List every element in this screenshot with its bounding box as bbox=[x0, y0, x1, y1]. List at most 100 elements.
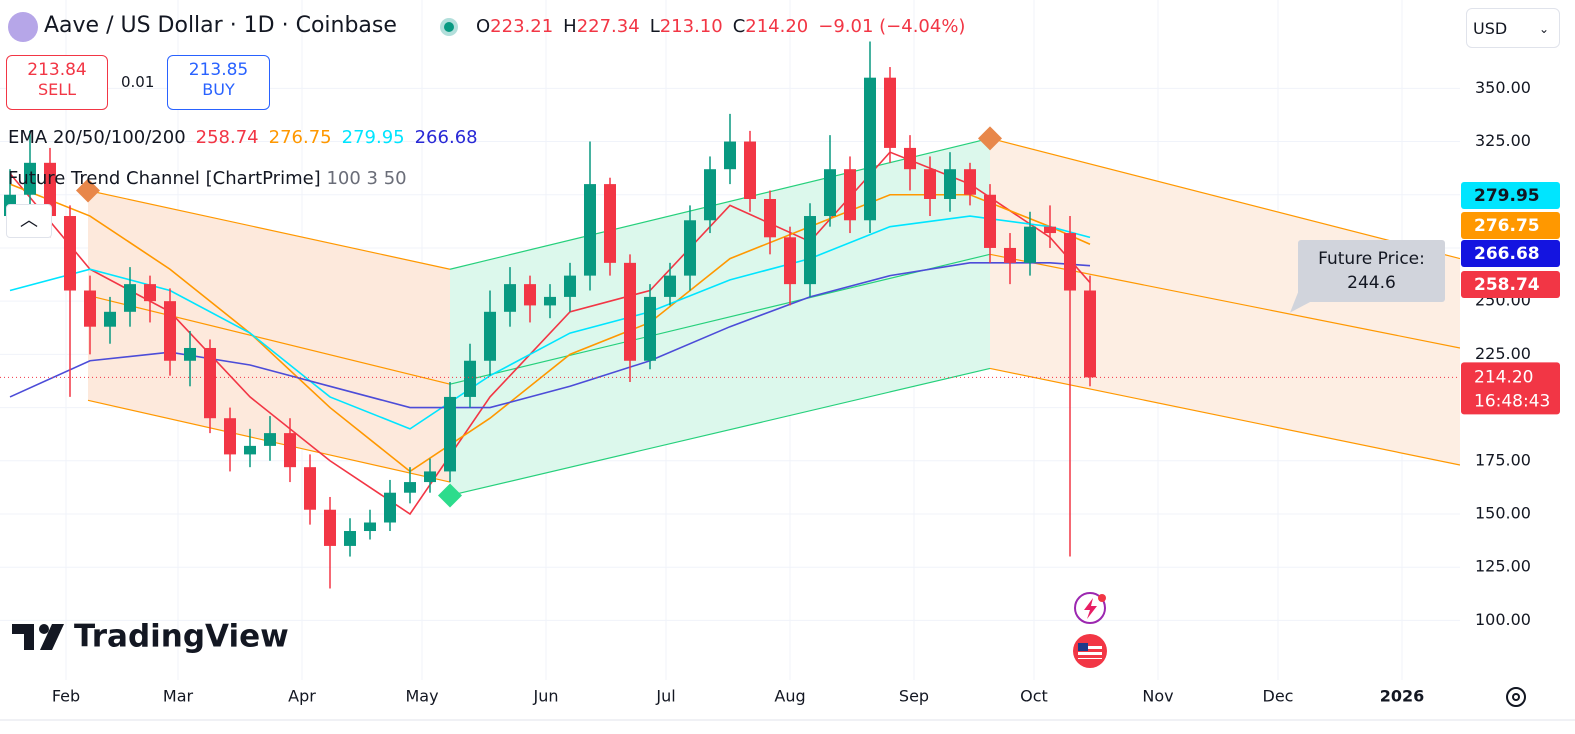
ema-line bbox=[9, 262, 1091, 409]
collapse-button[interactable]: ︿ bbox=[6, 204, 52, 238]
currency-select[interactable]: USD ⌄ bbox=[1466, 8, 1560, 48]
ema-name: EMA 20/50/100/200 bbox=[8, 127, 186, 148]
price-tag-label: 214.20 bbox=[1474, 367, 1533, 387]
candle-body bbox=[844, 169, 856, 221]
candle-body bbox=[604, 184, 616, 263]
y-tick-label: 350.00 bbox=[1475, 78, 1531, 97]
logo-mark bbox=[12, 624, 64, 650]
event-bolt bbox=[1084, 598, 1097, 619]
ohlc-key: O bbox=[476, 16, 491, 37]
buy-label: BUY bbox=[202, 80, 235, 99]
channel-name: Future Trend Channel [ChartPrime] bbox=[8, 168, 321, 189]
channel-middle bbox=[449, 253, 991, 385]
buy-button[interactable]: 213.85 BUY bbox=[167, 55, 270, 110]
candle-body bbox=[944, 169, 956, 199]
sell-label: SELL bbox=[37, 80, 77, 99]
future-price-value: 244.6 bbox=[1347, 273, 1396, 293]
x-tick-label: Aug bbox=[774, 687, 805, 706]
ohlc-value: 223.21 bbox=[490, 16, 554, 37]
candle-body bbox=[684, 220, 696, 276]
ema-line bbox=[9, 183, 1091, 473]
ohlc-key: L bbox=[649, 16, 660, 37]
candle-body bbox=[864, 77, 876, 221]
price-tag-label: 258.74 bbox=[1474, 275, 1540, 295]
axes: 100.00125.00150.00175.00225.00250.00325.… bbox=[52, 78, 1560, 706]
buy-price: 213.85 bbox=[188, 60, 249, 80]
price-tag-label: 276.75 bbox=[1474, 216, 1540, 236]
candle-body bbox=[244, 445, 256, 455]
channel-upper bbox=[989, 137, 1460, 260]
x-tick-label: Apr bbox=[288, 687, 316, 706]
price-tag-label: 266.68 bbox=[1474, 244, 1540, 264]
x-tick-label: May bbox=[405, 687, 438, 706]
candle-body bbox=[264, 433, 276, 446]
channel-upper bbox=[87, 189, 451, 270]
y-tick-label: 150.00 bbox=[1475, 503, 1531, 522]
future-price-box: Future Price: 244.6 bbox=[1298, 240, 1445, 302]
candle-body bbox=[84, 290, 96, 327]
candle-body bbox=[784, 237, 796, 285]
ohlc-value: 214.20 bbox=[745, 16, 809, 37]
candle-body bbox=[1024, 226, 1036, 263]
candle-body bbox=[364, 522, 376, 532]
candle-body bbox=[704, 169, 716, 221]
price-tag bbox=[1461, 182, 1560, 209]
candle-body bbox=[584, 184, 596, 276]
channel-legend: Future Trend Channel [ChartPrime] 100 3 … bbox=[8, 168, 407, 189]
candle-body bbox=[824, 169, 836, 217]
channel-lower bbox=[449, 367, 991, 497]
y-tick-label: 125.00 bbox=[1475, 557, 1531, 576]
settings-icon-center bbox=[1512, 693, 1520, 701]
candle-body bbox=[664, 275, 676, 297]
candle-body bbox=[524, 284, 536, 306]
ohlc: O223.21 H227.34 L213.10 C214.20 −9.01 (−4.04… bbox=[476, 16, 965, 37]
x-tick-label: Jun bbox=[533, 687, 559, 706]
candle-body bbox=[744, 141, 756, 199]
ema-value: 276.75 bbox=[268, 127, 332, 148]
candle-body bbox=[144, 284, 156, 302]
x-tick-label: Mar bbox=[163, 687, 194, 706]
market-status bbox=[440, 18, 458, 36]
sell-button[interactable]: 213.84 SELL bbox=[6, 55, 108, 110]
price-tag-label: 279.95 bbox=[1474, 186, 1540, 206]
candle-body bbox=[804, 216, 816, 285]
candle-body bbox=[984, 194, 996, 248]
candle-body bbox=[344, 531, 356, 546]
price-tag-time: 16:48:43 bbox=[1474, 391, 1550, 411]
event-dot bbox=[1098, 594, 1106, 602]
candle-body bbox=[484, 311, 496, 361]
flag-stripe bbox=[1078, 655, 1102, 658]
flag-canton bbox=[1078, 643, 1088, 651]
channel-marker bbox=[438, 483, 462, 508]
price-tag bbox=[1461, 271, 1560, 298]
candle-body bbox=[464, 360, 476, 397]
candle-body bbox=[884, 77, 896, 148]
x-tick-label: Nov bbox=[1142, 687, 1173, 706]
settings-icon[interactable] bbox=[1506, 687, 1526, 707]
channel-params: 100 3 50 bbox=[326, 168, 407, 189]
ema-value: 258.74 bbox=[195, 127, 259, 148]
candle-body bbox=[404, 482, 416, 493]
candle-body bbox=[1064, 233, 1076, 291]
logo-dot bbox=[39, 624, 49, 634]
candle-body bbox=[184, 347, 196, 361]
candle-body bbox=[544, 296, 556, 306]
spread: 0.01 bbox=[121, 73, 155, 91]
candle-body bbox=[564, 275, 576, 297]
candle-body bbox=[124, 284, 136, 312]
price-tag bbox=[1461, 212, 1560, 239]
flag-stripe bbox=[1078, 649, 1102, 652]
candle-body bbox=[624, 262, 636, 361]
ohlc-key: C bbox=[732, 16, 746, 37]
ohlc-key: H bbox=[563, 16, 577, 37]
flag-stripe bbox=[1078, 643, 1102, 646]
channel-lower bbox=[989, 367, 1460, 466]
candle-body bbox=[504, 284, 516, 312]
candle-body bbox=[224, 418, 236, 455]
candle-body bbox=[44, 162, 56, 217]
y-tick-label: 225.00 bbox=[1475, 344, 1531, 363]
ema-line bbox=[9, 215, 1091, 430]
x-tick-label: Dec bbox=[1263, 687, 1294, 706]
